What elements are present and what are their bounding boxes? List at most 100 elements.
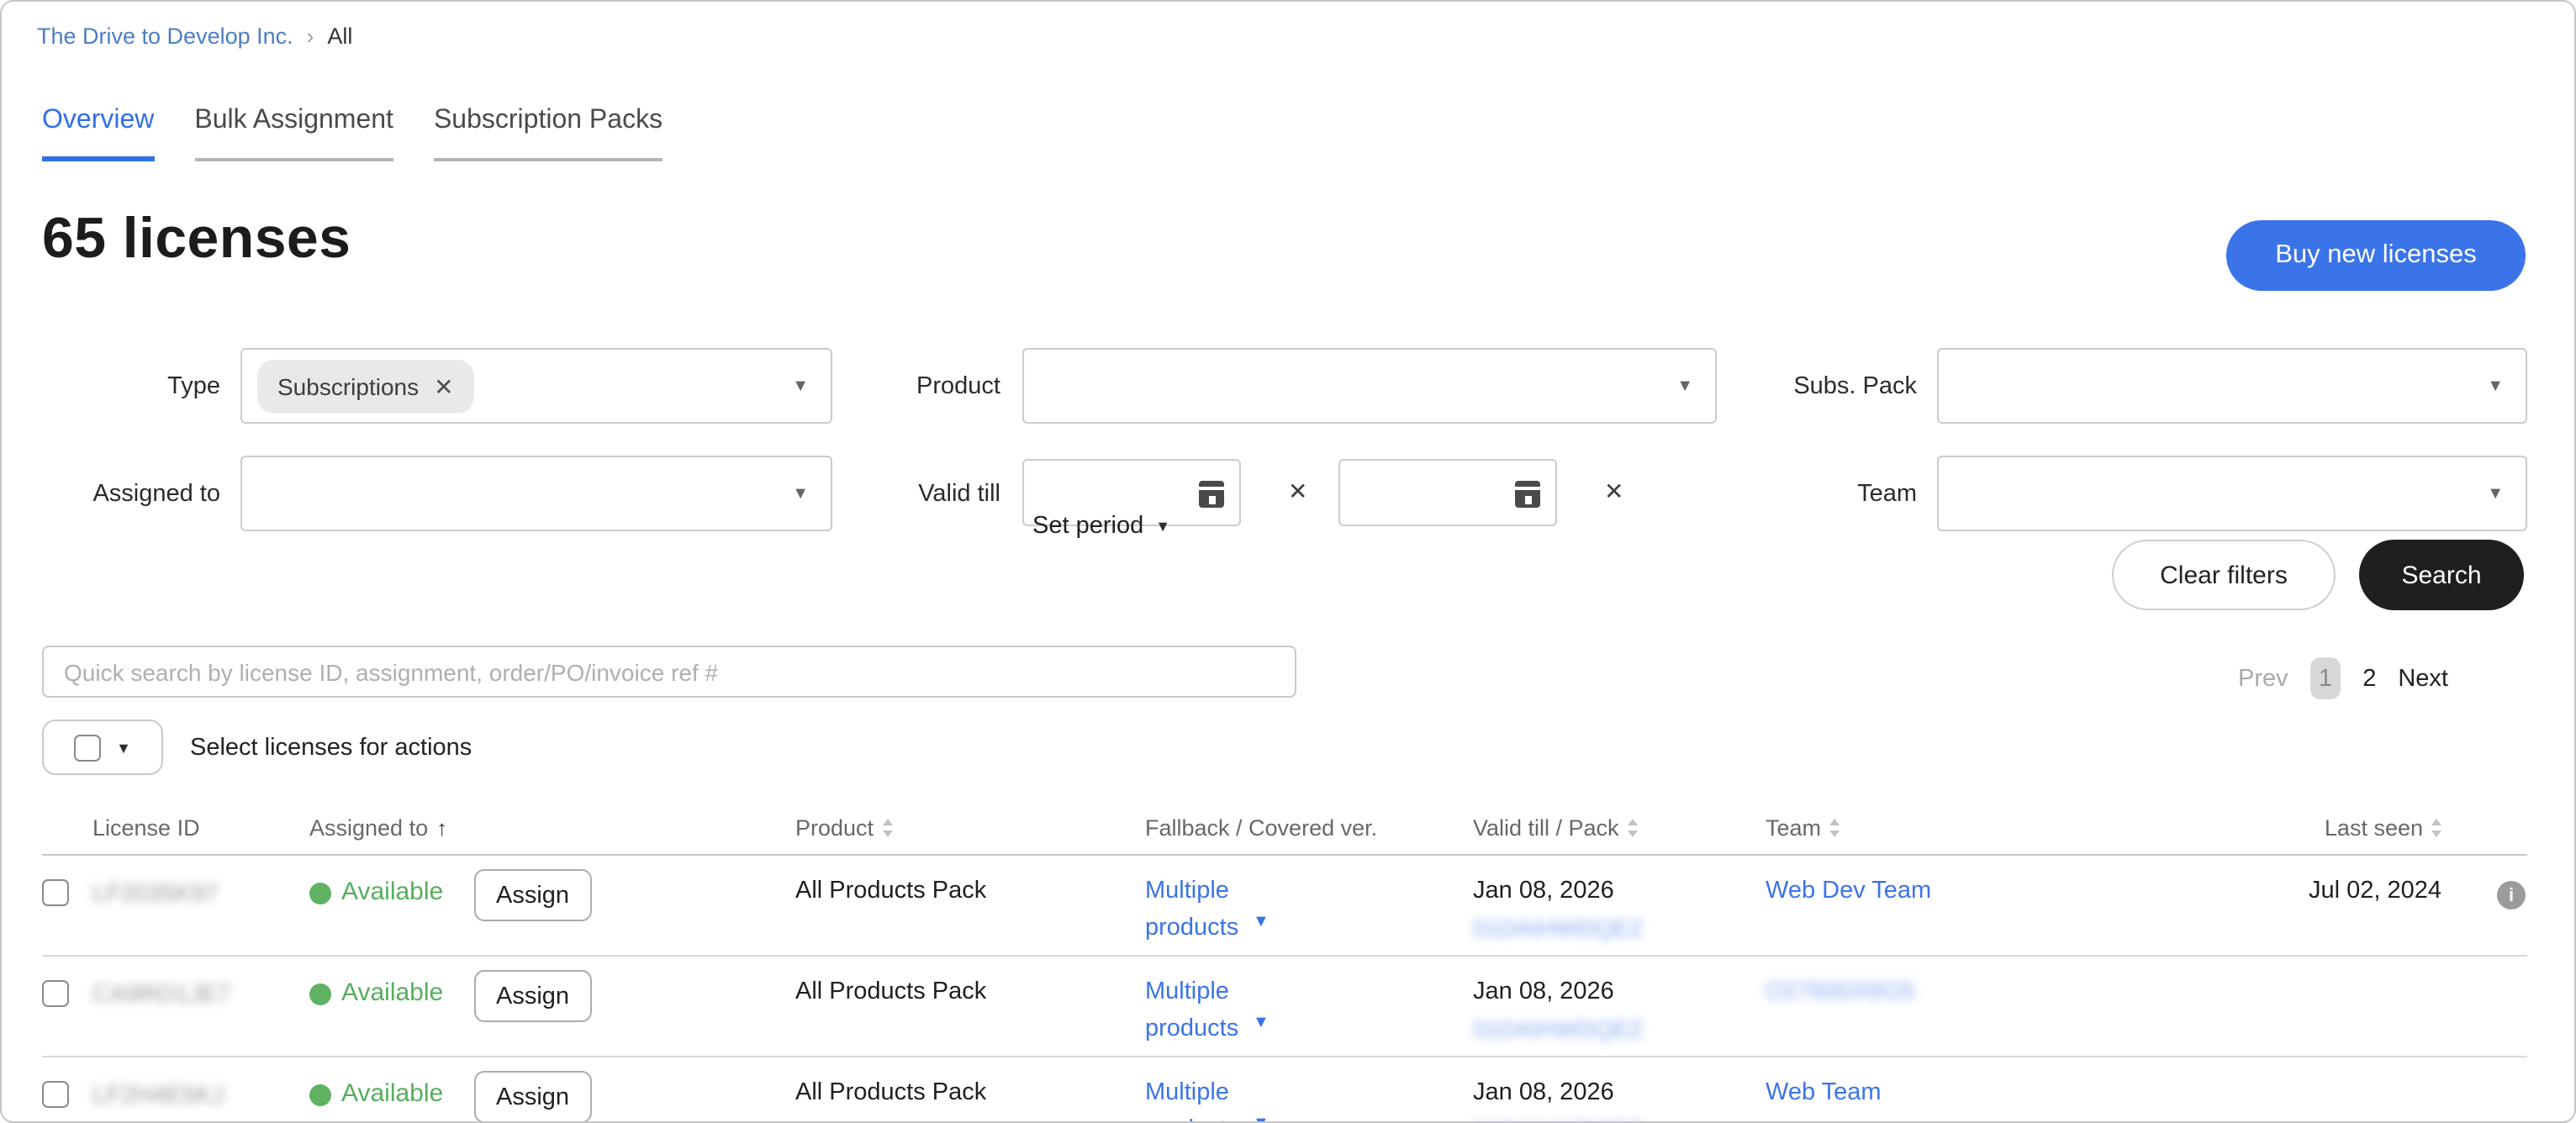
chevron-down-icon: ▼	[1253, 913, 1270, 931]
product-cell: All Products Pack	[795, 878, 987, 904]
valid-till-from-input[interactable]	[1037, 461, 1197, 525]
valid-till-from-field[interactable]	[1022, 459, 1241, 526]
pack-link-redacted[interactable]: 01DAIHWDQEZ	[1473, 1116, 1643, 1121]
row-checkbox[interactable]	[42, 980, 69, 1007]
valid-till-date: Jan 08, 2026	[1473, 878, 1614, 904]
status-dot-icon	[309, 883, 331, 904]
valid-till-to-input[interactable]	[1354, 461, 1513, 525]
subs-pack-filter-label: Subs. Pack	[1793, 373, 1917, 400]
subs-pack-filter-select[interactable]: ▼	[1937, 348, 2527, 424]
row-checkbox[interactable]	[42, 1081, 69, 1108]
type-filter-chip: Subscriptions ✕	[257, 360, 474, 414]
type-filter-label: Type	[167, 373, 220, 400]
sort-icon	[1627, 819, 1638, 837]
pagination: Prev 1 2 Next	[2238, 657, 2448, 699]
chevron-down-icon: ▼	[2487, 484, 2504, 503]
pagination-page-1[interactable]: 1	[2309, 657, 2341, 699]
tab-overview[interactable]: Overview	[42, 106, 155, 161]
status-label: Available	[341, 978, 444, 1007]
valid-till-cell: Jan 08, 2026 01DAIHWDQEZ	[1473, 973, 1643, 1049]
quick-search-input[interactable]	[42, 646, 1296, 698]
fallback-products-link[interactable]: Multiple products ▼	[1145, 878, 1270, 941]
sort-icon	[1829, 819, 1840, 837]
select-all-checkbox[interactable]	[74, 734, 102, 761]
set-period-dropdown[interactable]: Set period ▼	[1032, 513, 1170, 540]
status-label: Available	[341, 878, 444, 906]
product-filter-select[interactable]: ▼	[1022, 348, 1717, 424]
sort-ascending-icon: ↑	[436, 815, 448, 841]
assigned-to-filter-label: Assigned to	[92, 481, 220, 508]
breadcrumb-org-link[interactable]: The Drive to Develop Inc.	[37, 24, 293, 49]
search-button[interactable]: Search	[2359, 540, 2524, 610]
divider	[42, 1056, 2527, 1057]
clear-filters-button[interactable]: Clear filters	[2112, 540, 2336, 610]
team-link-redacted: O27600X6G5	[1766, 978, 1915, 1005]
chevron-down-icon: ▼	[1676, 377, 1693, 395]
table-row: LF2035K97 Available Assign All Products …	[2, 856, 2574, 957]
chevron-down-icon: ▼	[1253, 1106, 1270, 1121]
breadcrumb-current: All	[327, 24, 353, 49]
column-valid-till[interactable]: Valid till / Pack	[1473, 815, 1638, 841]
column-assigned-to[interactable]: Assigned to ↑	[309, 815, 448, 841]
valid-till-cell: Jan 08, 2026 01DAIHWDQEZ	[1473, 873, 1643, 948]
assign-button[interactable]: Assign	[474, 1071, 592, 1121]
team-link[interactable]: Web Team	[1766, 1079, 1882, 1106]
product-cell: All Products Pack	[795, 1079, 987, 1106]
chevron-down-icon: ▼	[792, 484, 809, 503]
divider	[42, 955, 2527, 957]
assign-button[interactable]: Assign	[474, 970, 592, 1022]
type-filter-select[interactable]: Subscriptions ✕ ▼	[240, 348, 832, 424]
fallback-products-link[interactable]: Multiple products ▼	[1145, 1074, 1270, 1121]
chevron-down-icon: ▼	[792, 377, 809, 395]
column-fallback: Fallback / Covered ver.	[1145, 815, 1378, 841]
pack-link-redacted[interactable]: 01DAIHWDQEZ	[1473, 1015, 1644, 1042]
tab-bar: Overview Bulk Assignment Subscription Pa…	[42, 106, 663, 161]
last-seen-cell: Jul 02, 2024	[2308, 878, 2441, 904]
close-icon[interactable]: ✕	[434, 372, 454, 399]
pagination-page-2[interactable]: 2	[2362, 665, 2377, 692]
team-link[interactable]: Web Dev Team	[1766, 878, 1932, 904]
buy-new-licenses-button[interactable]: Buy new licenses	[2226, 220, 2526, 291]
license-id-redacted: LF2035K97	[92, 881, 219, 908]
bulk-select-hint: Select licenses for actions	[190, 735, 472, 762]
fallback-products-link[interactable]: Multiple products ▼	[1145, 978, 1270, 1042]
calendar-icon[interactable]	[1199, 481, 1224, 508]
status-label: Available	[341, 1079, 444, 1108]
column-team[interactable]: Team	[1766, 815, 1840, 841]
pack-link-redacted[interactable]: 01DAIHWDQEZ	[1473, 915, 1644, 941]
team-filter-select[interactable]: ▼	[1937, 456, 2527, 531]
chevron-down-icon: ▼	[1253, 1014, 1270, 1032]
valid-till-to-field[interactable]	[1338, 459, 1557, 526]
chevron-down-icon: ▼	[2487, 377, 2504, 395]
row-checkbox[interactable]	[42, 879, 69, 906]
tab-bulk-assignment[interactable]: Bulk Assignment	[194, 106, 393, 161]
team-filter-label: Team	[1857, 481, 1917, 508]
sort-icon	[882, 819, 893, 837]
close-icon[interactable]: ✕	[1604, 477, 1624, 504]
close-icon[interactable]: ✕	[1288, 477, 1308, 504]
status-dot-icon	[309, 1084, 331, 1106]
pagination-prev[interactable]: Prev	[2238, 665, 2288, 692]
valid-till-filter-label: Valid till	[918, 481, 1000, 508]
chevron-down-icon: ▼	[116, 739, 131, 756]
column-product[interactable]: Product	[795, 815, 893, 841]
tab-subscription-packs[interactable]: Subscription Packs	[433, 106, 663, 161]
divider	[42, 854, 2527, 856]
license-id-redacted: LF2H4E5KJ	[92, 1083, 224, 1110]
pagination-next[interactable]: Next	[2398, 665, 2448, 692]
type-chip-label: Subscriptions	[277, 373, 420, 400]
valid-till-date: Jan 08, 2026	[1473, 1079, 1614, 1106]
assign-button[interactable]: Assign	[474, 869, 592, 921]
valid-till-date: Jan 08, 2026	[1473, 978, 1614, 1005]
table-row: LF2H4E5KJ Available Assign All Products …	[2, 1057, 2574, 1121]
select-all-dropdown[interactable]: ▼	[42, 720, 163, 775]
info-icon[interactable]: i	[2497, 881, 2526, 909]
license-id-redacted: CA9RD1JE7	[92, 982, 231, 1009]
assigned-to-filter-select[interactable]: ▼	[240, 456, 832, 531]
calendar-icon[interactable]	[1515, 481, 1540, 508]
column-last-seen[interactable]: Last seen	[2238, 815, 2441, 841]
status-dot-icon	[309, 983, 331, 1005]
table-row: CA9RD1JE7 Available Assign All Products …	[2, 957, 2574, 1057]
set-period-label[interactable]: Set period	[1032, 513, 1144, 540]
